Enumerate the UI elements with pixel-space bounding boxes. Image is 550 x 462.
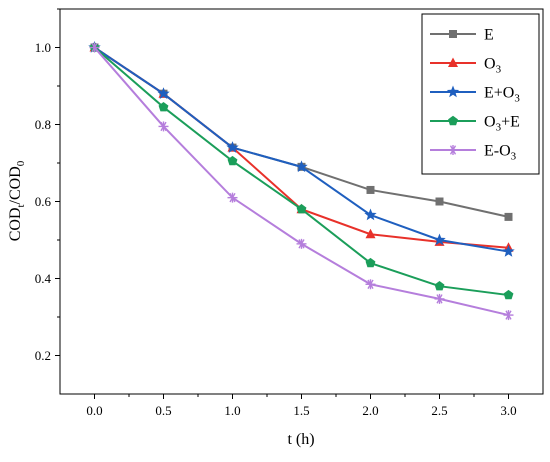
legend-swatch-marker: [448, 145, 458, 155]
data-point: [366, 185, 375, 194]
x-tick-label: 2.0: [362, 403, 378, 418]
x-tick-label: 2.5: [431, 403, 447, 418]
data-point: [89, 42, 100, 53]
data-point: [502, 245, 515, 257]
x-tick-label: 1.5: [293, 403, 309, 418]
x-tick-label: 3.0: [500, 403, 516, 418]
data-point: [504, 212, 513, 221]
x-tick-label: 0.0: [86, 403, 102, 418]
legend-item: O3: [430, 56, 502, 76]
data-point: [226, 141, 239, 153]
data-point: [296, 238, 307, 249]
data-point: [295, 160, 308, 173]
legend-item: O3+E: [430, 114, 520, 134]
data-point: [227, 155, 238, 166]
y-tick-label: 1.0: [35, 40, 51, 55]
legend-swatch-marker: [449, 30, 457, 38]
data-point: [227, 192, 238, 203]
y-tick-label: 0.4: [35, 271, 52, 286]
data-point: [434, 281, 445, 291]
x-tick-label: 0.5: [155, 403, 171, 418]
y-tick-label: 0.2: [35, 348, 51, 363]
data-point: [365, 228, 376, 239]
legend-box: [421, 13, 540, 175]
data-point: [296, 204, 307, 214]
data-point: [503, 310, 514, 321]
data-point: [365, 279, 376, 290]
y-tick-label: 0.8: [35, 117, 51, 132]
legend-swatch-marker: [448, 57, 458, 67]
series-layer: [88, 41, 515, 321]
legend-label: E-O3: [484, 143, 517, 163]
legend-item: E+O3: [430, 85, 520, 105]
data-point: [158, 101, 169, 112]
data-point: [157, 87, 170, 99]
data-point: [158, 121, 169, 132]
y-axis-title: CODt/COD0: [7, 160, 27, 241]
data-point: [434, 293, 445, 304]
legend-swatch-marker: [446, 85, 460, 98]
y-tick-label: 0.6: [35, 194, 52, 209]
legend-label: E+O3: [484, 85, 520, 105]
legend-item: E-O3: [430, 143, 517, 163]
legend-swatch-marker: [448, 115, 458, 126]
data-point: [435, 197, 444, 206]
data-point: [433, 233, 446, 246]
x-tick-label: 1.0: [224, 403, 240, 418]
data-point: [364, 208, 377, 221]
legend-item: E: [430, 27, 494, 44]
data-point: [503, 289, 514, 300]
legend: E O3 E+O3 O3+E E-O3: [421, 13, 540, 175]
x-axis-title: t (h): [287, 431, 314, 448]
axis-ticks: 0.0 0.5 1.0 1.5 2.0 2.5 3.0 0.2 0.4 0.6 0.8 1.0: [35, 8, 517, 418]
data-point: [365, 257, 376, 268]
legend-label: O3: [484, 56, 502, 76]
legend-label: O3+E: [484, 114, 520, 134]
series-e-o3: [89, 42, 514, 321]
legend-label: E: [484, 27, 494, 44]
